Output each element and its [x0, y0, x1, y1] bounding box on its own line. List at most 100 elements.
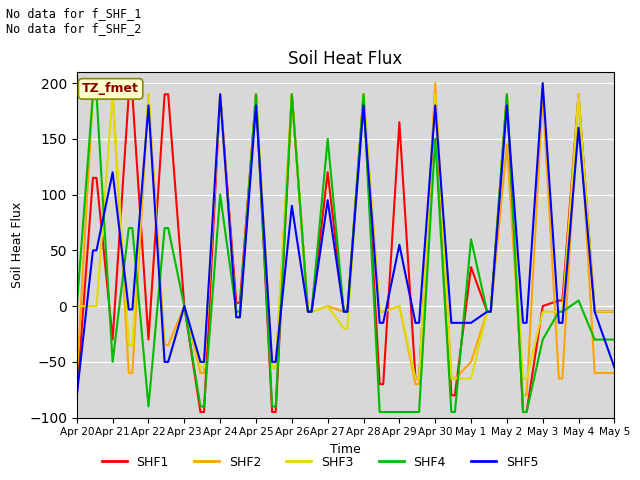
- SHF4: [73, 303, 81, 309]
- SHF4: [451, 409, 459, 415]
- SHF1: [340, 309, 348, 314]
- SHF5: [483, 309, 491, 314]
- SHF4: [196, 404, 204, 409]
- SHF3: [487, 309, 495, 314]
- SHF2: [467, 359, 475, 365]
- SHF3: [591, 309, 598, 314]
- SHF5: [376, 320, 383, 326]
- Legend: SHF1, SHF2, SHF3, SHF4, SHF5: SHF1, SHF2, SHF3, SHF4, SHF5: [97, 451, 543, 474]
- SHF4: [340, 309, 348, 314]
- SHF3: [109, 91, 116, 97]
- SHF3: [232, 314, 240, 320]
- SHF2: [360, 91, 367, 97]
- SHF3: [216, 91, 224, 97]
- SHF3: [272, 364, 280, 370]
- SHF3: [483, 309, 491, 314]
- SHF3: [380, 309, 387, 314]
- SHF3: [288, 91, 296, 97]
- SHF5: [200, 359, 208, 365]
- Text: No data for f_SHF_1: No data for f_SHF_1: [6, 7, 142, 20]
- SHF4: [288, 91, 296, 97]
- SHF5: [467, 320, 475, 326]
- SHF2: [308, 309, 316, 314]
- SHF3: [344, 325, 351, 331]
- SHF5: [93, 248, 100, 253]
- SHF3: [519, 376, 527, 382]
- SHF1: [252, 91, 260, 97]
- Line: SHF4: SHF4: [77, 94, 614, 412]
- SHF5: [308, 309, 316, 314]
- SHF4: [376, 409, 383, 415]
- SHF5: [451, 320, 459, 326]
- SHF4: [412, 409, 419, 415]
- SHF3: [412, 376, 419, 382]
- SHF5: [180, 303, 188, 309]
- SHF1: [288, 91, 296, 97]
- SHF2: [200, 370, 208, 376]
- SHF1: [236, 300, 244, 306]
- SHF1: [73, 393, 81, 398]
- SHF2: [431, 80, 439, 86]
- SHF4: [396, 409, 403, 415]
- SHF4: [415, 409, 423, 415]
- SHF1: [232, 300, 240, 306]
- SHF2: [451, 376, 459, 382]
- SHF5: [519, 320, 527, 326]
- Line: SHF5: SHF5: [77, 83, 614, 396]
- SHF1: [447, 393, 455, 398]
- SHF4: [200, 404, 208, 409]
- SHF5: [196, 359, 204, 365]
- SHF2: [447, 376, 455, 382]
- SHF1: [487, 309, 495, 314]
- SHF1: [360, 91, 367, 97]
- SHF5: [412, 320, 419, 326]
- SHF2: [252, 91, 260, 97]
- SHF1: [412, 376, 419, 382]
- SHF3: [360, 91, 367, 97]
- SHF3: [145, 91, 152, 97]
- SHF5: [236, 314, 244, 320]
- SHF1: [272, 409, 280, 415]
- SHF2: [145, 91, 152, 97]
- SHF3: [503, 91, 511, 97]
- SHF3: [73, 303, 81, 309]
- Text: No data for f_SHF_2: No data for f_SHF_2: [6, 22, 142, 35]
- SHF3: [431, 91, 439, 97]
- SHF4: [519, 409, 527, 415]
- SHF3: [180, 303, 188, 309]
- SHF3: [555, 309, 563, 314]
- SHF3: [161, 359, 168, 365]
- SHF2: [288, 91, 296, 97]
- Title: Soil Heat Flux: Soil Heat Flux: [289, 49, 403, 68]
- SHF2: [109, 91, 116, 97]
- SHF5: [539, 80, 547, 86]
- SHF2: [73, 376, 81, 382]
- SHF4: [272, 404, 280, 409]
- SHF2: [180, 303, 188, 309]
- SHF5: [415, 320, 423, 326]
- SHF2: [89, 91, 97, 97]
- SHF3: [611, 309, 618, 314]
- SHF2: [340, 309, 348, 314]
- SHF4: [109, 359, 116, 365]
- SHF4: [236, 309, 244, 314]
- SHF2: [272, 364, 280, 370]
- SHF4: [503, 91, 511, 97]
- SHF4: [164, 225, 172, 231]
- SHF3: [236, 314, 244, 320]
- SHF1: [161, 91, 168, 97]
- Line: SHF1: SHF1: [77, 94, 614, 412]
- SHF2: [164, 342, 172, 348]
- SHF5: [324, 197, 332, 203]
- SHF2: [575, 91, 582, 97]
- SHF5: [447, 320, 455, 326]
- SHF2: [376, 309, 383, 314]
- SHF1: [483, 309, 491, 314]
- SHF2: [125, 370, 132, 376]
- SHF4: [591, 336, 598, 342]
- SHF4: [304, 309, 312, 314]
- SHF5: [575, 125, 582, 131]
- SHF2: [483, 309, 491, 314]
- SHF3: [268, 364, 276, 370]
- SHF4: [447, 409, 455, 415]
